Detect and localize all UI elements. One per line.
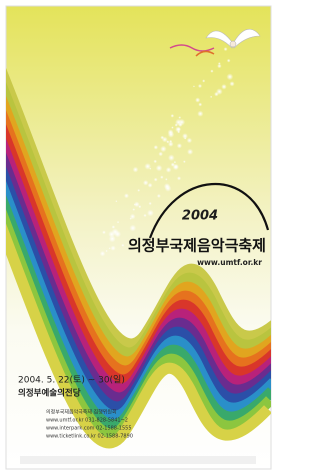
info-line: 의정부국제음악극축제 집행위원회 xyxy=(46,409,117,416)
sparkle xyxy=(158,152,163,157)
sparkle xyxy=(154,145,158,149)
year: 2004 xyxy=(182,209,218,224)
info-line: www.ticketlink.co.kr 02-1588-7890 xyxy=(46,434,133,440)
sparkle xyxy=(115,200,117,202)
sparkle xyxy=(132,208,135,211)
sparkle xyxy=(184,137,186,139)
sparkle xyxy=(147,210,154,217)
sparkle xyxy=(143,180,149,186)
sparkle xyxy=(221,84,227,90)
sparkle xyxy=(197,111,203,117)
sparkle xyxy=(149,168,151,170)
sparkle xyxy=(138,205,141,208)
venue: 의정부예술의전당 xyxy=(18,388,81,399)
sparkle xyxy=(105,250,107,252)
sparkle xyxy=(156,165,163,172)
sparkle xyxy=(198,84,202,88)
url: www.umtf.or.kr xyxy=(197,258,262,267)
sparkle xyxy=(157,194,161,198)
sparkle xyxy=(187,138,192,143)
sparkle xyxy=(183,160,186,163)
sparkle xyxy=(226,73,233,80)
date: 2004. 5. 22(토) ~ 30(일) xyxy=(18,375,125,386)
sparkle xyxy=(130,217,132,219)
sparkle xyxy=(112,228,119,235)
sparkle xyxy=(168,154,175,161)
sparkle xyxy=(149,202,152,205)
sparkle xyxy=(112,225,115,228)
sparkle xyxy=(160,146,166,152)
sparkle xyxy=(154,178,158,182)
sparkle xyxy=(124,193,129,198)
sparkle xyxy=(117,221,119,223)
sparkle xyxy=(100,251,105,256)
sparkle xyxy=(153,160,157,164)
sparkle xyxy=(110,246,115,251)
sparkle xyxy=(224,47,228,51)
sparkle xyxy=(195,97,200,102)
festival-name: 의정부국제음악극축제 xyxy=(128,237,266,255)
sparkle xyxy=(178,116,181,119)
sparkle xyxy=(193,85,195,87)
sparkle xyxy=(178,119,185,126)
sparkle xyxy=(173,164,180,171)
info-line: www.umtf.or.kr 031-828-5841~2 xyxy=(46,418,128,424)
sparkle xyxy=(160,176,163,179)
sparkle xyxy=(168,141,174,147)
sparkle xyxy=(177,127,181,131)
sparkle xyxy=(229,81,234,86)
sparkle xyxy=(133,167,139,173)
sparkle xyxy=(210,70,213,73)
sparkle xyxy=(227,59,231,63)
sparkle xyxy=(218,62,221,65)
sparkle xyxy=(168,131,174,137)
sparkle xyxy=(174,161,176,163)
sparkle xyxy=(171,114,175,118)
sparkle xyxy=(177,176,181,180)
sparkle xyxy=(109,247,111,249)
footer-logos xyxy=(20,456,256,464)
sparkle xyxy=(216,88,223,95)
sparkle xyxy=(198,103,202,107)
info-line: www.interpark.com 02-1588-1555 xyxy=(46,426,132,432)
sparkle xyxy=(148,183,153,188)
sparkle xyxy=(166,167,172,173)
sparkle xyxy=(210,96,212,98)
sparkle xyxy=(129,225,136,232)
sparkle xyxy=(121,244,124,247)
sparkle xyxy=(165,178,168,181)
sparkle xyxy=(164,183,170,189)
sparkle xyxy=(187,149,193,155)
sparkle xyxy=(171,126,174,129)
sparkle xyxy=(202,79,205,82)
sparkle xyxy=(102,231,106,235)
sparkle xyxy=(177,143,182,148)
sparkle xyxy=(137,189,140,192)
sparkle xyxy=(143,214,146,217)
poster: 2004 의정부국제음악극축제 www.umtf.or.kr 2004. 5. … xyxy=(0,0,277,475)
